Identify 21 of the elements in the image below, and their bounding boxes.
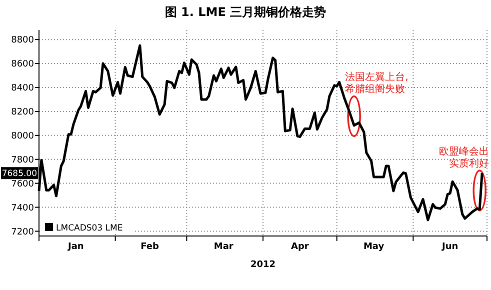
x-tick-label: Apr xyxy=(290,242,310,252)
annotation: 欧盟峰会出实质利好 xyxy=(439,145,489,170)
chart-title: 图 1. LME 三月期铜价格走势 xyxy=(164,5,326,19)
annotation: 7685.00 xyxy=(2,169,37,180)
y-tick-label: 8600 xyxy=(11,60,34,70)
x-tick-label: Jan xyxy=(67,242,84,252)
annotation: 法国左翼上台,希腊组阁失败 xyxy=(345,71,408,96)
x-tick-label: Mar xyxy=(214,242,234,252)
y-tick-label: 8200 xyxy=(11,108,34,118)
y-tick-label: 8000 xyxy=(11,132,34,142)
y-tick-label: 8400 xyxy=(11,84,34,94)
x-axis-title: 2012 xyxy=(250,260,276,270)
y-tick-label: 7400 xyxy=(11,203,34,214)
x-tick-label: May xyxy=(363,242,384,252)
y-tick-label: 7200 xyxy=(11,227,34,238)
y-tick-label: 8800 xyxy=(11,36,34,46)
x-tick-label: Feb xyxy=(140,242,160,252)
legend-label: LMCADS03 LME xyxy=(56,224,123,234)
y-tick-label: 7800 xyxy=(11,156,34,166)
y-tick-label: 7600 xyxy=(11,179,34,190)
x-tick-label: Jun xyxy=(440,242,458,252)
